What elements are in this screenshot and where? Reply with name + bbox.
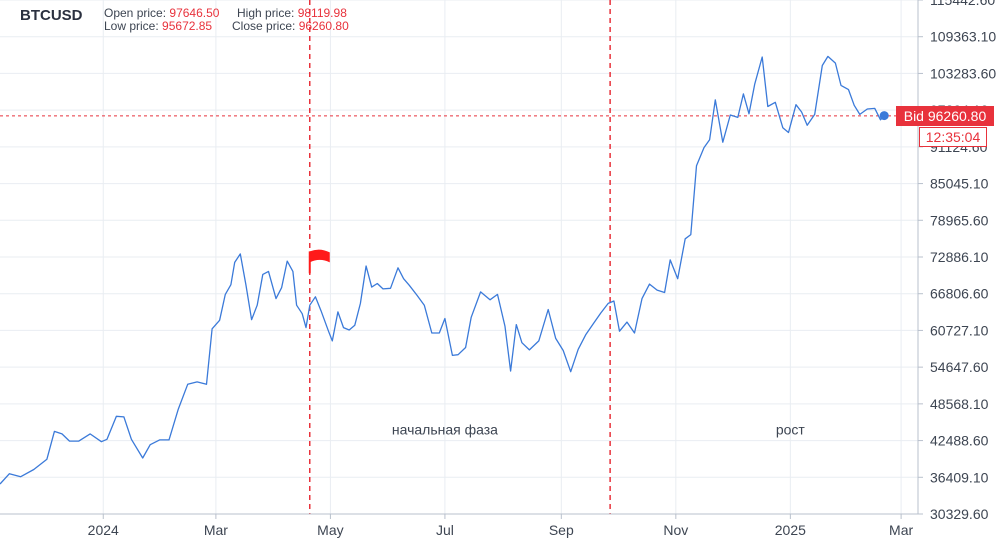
high-price-label: High price: <box>237 6 295 20</box>
y-tick-label: 115442.60 <box>930 0 995 8</box>
x-tick-label: 2024 <box>88 522 119 538</box>
y-tick-label: 60727.10 <box>930 322 989 338</box>
y-tick-label: 103283.60 <box>930 65 996 81</box>
y-axis-ticks: 30329.60 36409.10 42488.60 48568.10 54647.60… <box>918 0 996 522</box>
y-tick-label: 78965.60 <box>930 212 989 228</box>
last-price-dot <box>879 111 889 121</box>
close-price-value: 96260.80 <box>298 19 349 33</box>
x-tick-label: May <box>317 522 343 538</box>
x-tick-label: Mar <box>204 522 228 538</box>
flag-marker <box>308 249 330 274</box>
close-price: Close price: 96260.80 <box>232 19 349 33</box>
x-tick-label: Jul <box>436 522 454 538</box>
high-price: High price: 98119.98 <box>237 6 347 20</box>
phase-annotations: начальная фаза рост <box>392 421 806 437</box>
y-tick-label: 85045.10 <box>930 176 989 192</box>
low-price-label: Low price: <box>104 19 159 33</box>
y-tick-label: 42488.60 <box>930 433 989 449</box>
open-price-label: Open price: <box>104 6 167 20</box>
y-tick-label: 30329.60 <box>930 506 989 522</box>
grid <box>0 0 918 515</box>
y-tick-label: 54647.60 <box>930 359 989 375</box>
x-tick-label: Sep <box>549 522 574 538</box>
x-tick-label: 2025 <box>775 522 806 538</box>
low-price: Low price: 95672.85 <box>104 19 212 33</box>
x-axis-ticks: 2024 Mar May Jul Sep Nov 2025 Mar <box>88 514 913 538</box>
x-tick-label: Nov <box>663 522 688 538</box>
bid-time-label: 12:35:04 <box>919 127 987 147</box>
y-tick-label: 36409.10 <box>930 469 989 485</box>
phase-label: рост <box>776 421 806 437</box>
y-tick-label: 72886.10 <box>930 249 989 265</box>
open-price-value: 97646.50 <box>169 6 220 20</box>
y-tick-label: 48568.10 <box>930 396 989 412</box>
high-price-value: 98119.98 <box>297 6 347 20</box>
y-tick-label: 66806.60 <box>930 286 989 302</box>
price-series-line <box>0 55 885 485</box>
close-price-label: Close price: <box>232 19 296 33</box>
low-price-value: 95672.85 <box>162 19 213 33</box>
flag-icon <box>309 249 330 263</box>
phase-label: начальная фаза <box>392 421 498 437</box>
y-tick-label: 109363.10 <box>930 29 996 45</box>
bid-price-label: Bid 96260.80 <box>896 106 994 126</box>
symbol-title: BTCUSD <box>20 7 83 24</box>
x-tick-label: Mar <box>889 522 913 538</box>
open-price: Open price: 97646.50 <box>104 6 219 20</box>
